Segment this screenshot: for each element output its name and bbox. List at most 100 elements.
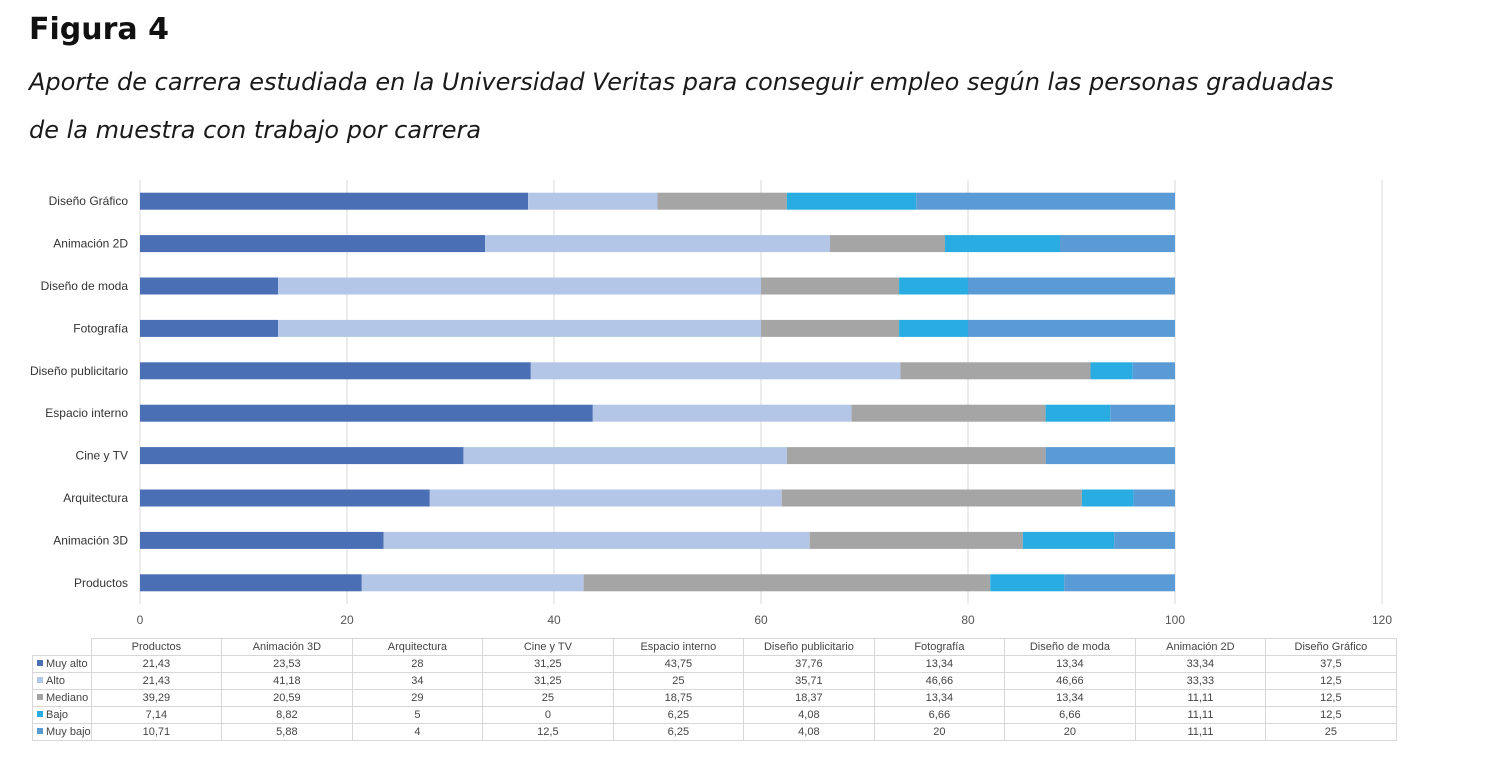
legend-label: Mediano: [46, 692, 89, 704]
bar-muy-alto-fotografia: [140, 319, 279, 337]
table-cell-alto-fotografia: 46,66: [873, 672, 1006, 690]
bar-bajo-fotografia: [899, 319, 968, 337]
table-header-diseno-publicitario: Diseño publicitario: [743, 638, 875, 656]
table-header-diseno-grafico: Diseño Gráfico: [1265, 638, 1397, 656]
table-cell-muy-alto-animacion-3d: 23,53: [221, 655, 353, 673]
bar-muy-alto-diseno-publicitario: [140, 362, 531, 380]
table-row: Mediano 39,29 20,59 29 25 18,75 18,37 13,34 13,3…: [32, 689, 1397, 707]
y-tick-label-cine-y-tv: Cine y TV: [76, 449, 128, 463]
bar-mediano-diseno-grafico: [657, 192, 787, 210]
table-header-fotografia: Fotografía: [873, 638, 1006, 656]
y-tick-label-diseno-de-moda: Diseño de moda: [41, 279, 129, 293]
table-cell-alto-espacio-interno: 25: [612, 672, 745, 690]
table-cell-alto-diseno-de-moda: 46,66: [1004, 672, 1136, 690]
bar-bajo-animacion-3d: [1022, 531, 1115, 549]
bar-alto-cine-y-tv: [463, 447, 787, 465]
table-cell-muy-bajo-animacion-2d: 11,11: [1134, 723, 1267, 741]
bar-muy-alto-arquitectura: [140, 489, 430, 507]
y-tick-label-diseno-publicitario: Diseño publicitario: [30, 364, 128, 378]
bar-muy-bajo-animacion-3d: [1114, 531, 1175, 549]
legend-swatch-mediano: [37, 694, 43, 700]
bar-alto-arquitectura: [429, 489, 782, 507]
legend-label: Alto: [46, 675, 65, 687]
legend-label: Muy alto: [46, 658, 88, 670]
table-cell-muy-alto-productos: 21,43: [90, 655, 223, 673]
table-cell-bajo-diseno-grafico: 12,5: [1265, 706, 1397, 724]
table-cell-bajo-diseno-publicitario: 4,08: [743, 706, 875, 724]
bar-alto-productos: [361, 574, 584, 592]
x-tick-label-0: 0: [137, 613, 144, 627]
table-cell-alto-productos: 21,43: [90, 672, 223, 690]
legend-label: Bajo: [46, 709, 69, 721]
bar-muy-bajo-diseno-publicitario: [1132, 362, 1175, 380]
figure-label: Figura 4: [29, 12, 169, 47]
table-cell-muy-alto-cine-y-tv: 31,25: [482, 655, 614, 673]
table-cell-mediano-animacion-2d: 11,11: [1134, 689, 1267, 707]
table-cell-muy-bajo-diseno-publicitario: 4,08: [743, 723, 875, 741]
table-cell-mediano-diseno-grafico: 12,5: [1265, 689, 1397, 707]
bar-mediano-arquitectura: [781, 489, 1082, 507]
table-cell-bajo-productos: 7,14: [90, 706, 223, 724]
data-table: Productos Animación 3D Arquitectura Cine y …: [32, 638, 1397, 741]
stacked-bar-chart: 0 20 40 60 80 100 120 Productos Animación 3D Arqu…: [30, 180, 1392, 627]
legend-swatch-alto: [37, 677, 43, 683]
table-cell-mediano-productos: 39,29: [90, 689, 223, 707]
legend-entry-mediano: Mediano: [32, 689, 92, 707]
legend-swatch-muy-alto: [37, 660, 43, 666]
x-tick-label-20: 20: [340, 613, 354, 627]
y-tick-label-animacion-3d: Animación 3D: [53, 533, 128, 547]
x-tick-label-120: 120: [1372, 613, 1392, 627]
y-tick-label-productos: Productos: [74, 576, 128, 590]
table-cell-muy-alto-arquitectura: 28: [351, 655, 484, 673]
table-header-diseno-de-moda: Diseño de moda: [1004, 638, 1136, 656]
bar-muy-alto-espacio-interno: [140, 404, 593, 422]
table-header-animacion-2d: Animación 2D: [1134, 638, 1267, 656]
table-cell-mediano-animacion-3d: 20,59: [221, 689, 353, 707]
table-cell-bajo-fotografia: 6,66: [873, 706, 1006, 724]
figure-caption: Aporte de carrera estudiada en la Univer…: [29, 68, 1334, 144]
y-tick-label-diseno-grafico: Diseño Gráfico: [49, 194, 129, 208]
bar-muy-alto-animacion-2d: [140, 235, 486, 253]
table-cell-muy-bajo-arquitectura: 4: [351, 723, 484, 741]
bar-alto-fotografia: [278, 319, 761, 337]
bar-muy-alto-cine-y-tv: [140, 447, 464, 465]
table-cell-muy-alto-diseno-de-moda: 13,34: [1004, 655, 1136, 673]
x-tick-label-40: 40: [547, 613, 561, 627]
bar-bajo-arquitectura: [1081, 489, 1134, 507]
bar-muy-bajo-cine-y-tv: [1045, 447, 1175, 465]
legend-entry-muy-bajo: Muy bajo: [32, 723, 92, 741]
table-cell-muy-alto-espacio-interno: 43,75: [612, 655, 745, 673]
bar-alto-animacion-2d: [485, 235, 831, 253]
table-cell-muy-alto-diseno-grafico: 37,5: [1265, 655, 1397, 673]
table-header-cine-y-tv: Cine y TV: [482, 638, 614, 656]
legend-entry-bajo: Bajo: [32, 706, 92, 724]
table-cell-bajo-diseno-de-moda: 6,66: [1004, 706, 1136, 724]
table-cell-muy-alto-fotografia: 13,34: [873, 655, 1006, 673]
bar-muy-bajo-espacio-interno: [1110, 404, 1175, 422]
table-corner: [32, 638, 92, 656]
bar-muy-bajo-animacion-2d: [1060, 235, 1175, 253]
bar-alto-diseno-de-moda: [278, 277, 761, 295]
bar-mediano-fotografia: [761, 319, 900, 337]
table-cell-muy-bajo-cine-y-tv: 12,5: [482, 723, 614, 741]
table-header-espacio-interno: Espacio interno: [612, 638, 745, 656]
bar-bajo-diseno-de-moda: [899, 277, 968, 295]
table-cell-alto-cine-y-tv: 31,25: [482, 672, 614, 690]
bar-mediano-espacio-interno: [851, 404, 1046, 422]
bar-muy-bajo-fotografia: [968, 319, 1175, 337]
legend-entry-muy-alto: Muy alto: [32, 655, 92, 673]
table-cell-mediano-fotografia: 13,34: [873, 689, 1006, 707]
table-cell-bajo-animacion-3d: 8,82: [221, 706, 353, 724]
table-header-arquitectura: Arquitectura: [351, 638, 484, 656]
bar-muy-alto-productos: [140, 574, 362, 592]
bar-mediano-cine-y-tv: [786, 447, 1046, 465]
table-cell-mediano-cine-y-tv: 25: [482, 689, 614, 707]
bar-muy-alto-diseno-de-moda: [140, 277, 279, 295]
table-cell-alto-animacion-2d: 33,33: [1134, 672, 1267, 690]
bar-mediano-animacion-3d: [809, 531, 1023, 549]
table-cell-muy-bajo-productos: 10,71: [90, 723, 223, 741]
bar-muy-alto-diseno-grafico: [140, 192, 529, 210]
bar-alto-animacion-3d: [383, 531, 810, 549]
table-cell-muy-bajo-espacio-interno: 6,25: [612, 723, 745, 741]
table-cell-muy-bajo-animacion-3d: 5,88: [221, 723, 353, 741]
